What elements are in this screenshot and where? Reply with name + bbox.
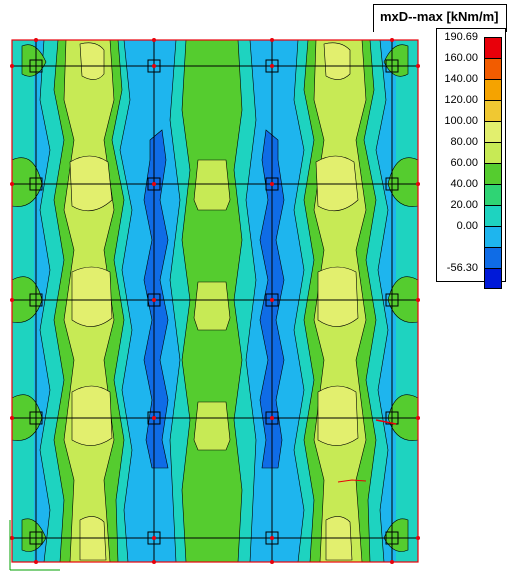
legend-label: 60.00 <box>450 157 478 169</box>
legend-label: 20.00 <box>450 199 478 211</box>
annotation-mark-2 <box>375 419 397 425</box>
legend-label: 100.00 <box>444 115 478 127</box>
legend-label: 160.00 <box>444 52 478 64</box>
legend-swatch <box>484 58 502 79</box>
legend-title-box <box>373 4 507 32</box>
legend-label: 140.00 <box>444 73 478 85</box>
legend-label: 190.69 <box>444 31 478 43</box>
grid-lines <box>12 40 418 562</box>
legend-swatch <box>484 226 502 247</box>
annotation-mark <box>337 479 367 483</box>
node-points <box>10 38 420 564</box>
column-markers <box>29 59 399 545</box>
legend-label: 0.00 <box>456 220 478 232</box>
legend-swatch <box>484 37 502 58</box>
legend-swatch <box>484 121 502 142</box>
axis-indicator <box>9 520 60 571</box>
legend-swatch <box>484 100 502 121</box>
legend-label: 80.00 <box>450 136 478 148</box>
peak-blobs <box>69 42 359 561</box>
legend-swatch <box>484 163 502 184</box>
legend-swatch <box>484 79 502 100</box>
legend-title: mxD--max [kNm/m] <box>380 9 499 24</box>
legend-label: 40.00 <box>450 178 478 190</box>
legend-swatch <box>484 184 502 205</box>
legend-swatch <box>484 268 502 289</box>
center-patches <box>193 159 231 451</box>
legend-label: -56.30 <box>446 262 478 274</box>
legend-swatch <box>484 205 502 226</box>
legend-swatch <box>484 247 502 268</box>
edge-blobs <box>11 44 419 552</box>
legend-label: 120.00 <box>444 94 478 106</box>
legend-swatch <box>484 142 502 163</box>
